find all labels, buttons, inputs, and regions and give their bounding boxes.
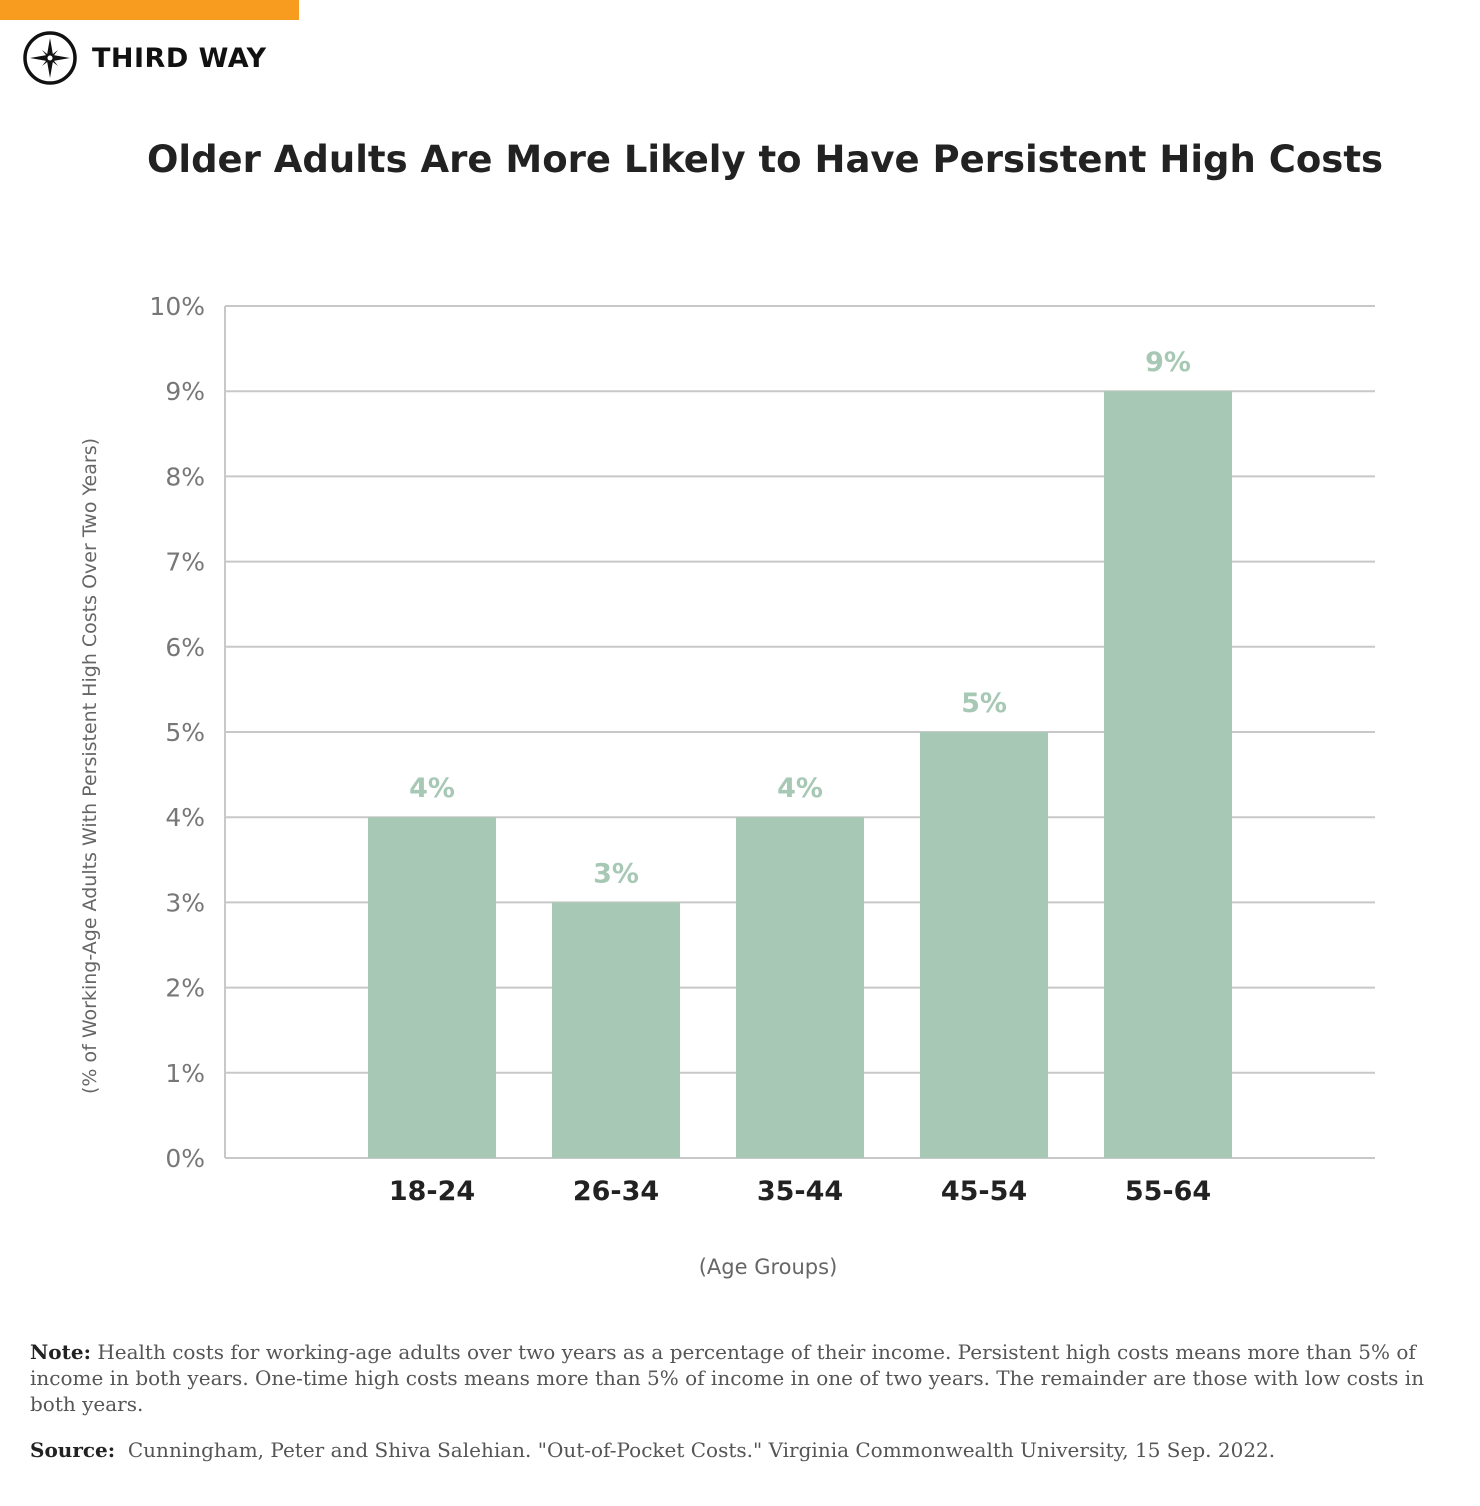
note: Note: Health costs for working-age adult… [30, 1339, 1430, 1417]
chart-title: Older Adults Are More Likely to Have Per… [146, 138, 1384, 181]
bar-chart: 0% 1% 2% 3% 4% 5% 6% 7% 8% 9% 10% 4% 18-24 3% 26-34 4% 3… [79, 292, 1375, 1279]
x-tick-label: 45-54 [941, 1176, 1027, 1207]
y-tick-label: 6% [165, 633, 205, 662]
logo-text: THIRD WAY [92, 42, 267, 74]
bar [736, 817, 864, 1158]
accent-bar [0, 0, 299, 20]
y-tick-label: 0% [165, 1144, 205, 1173]
y-axis-title: (% of Working-Age Adults With Persistent… [79, 438, 101, 1094]
data-label: 9% [1145, 347, 1191, 378]
note-text: Health costs for working-age adults over… [30, 1340, 1425, 1416]
x-tick-label: 26-34 [573, 1176, 659, 1207]
y-tick-label: 8% [165, 462, 205, 491]
y-tick-label: 5% [165, 718, 205, 747]
logo: THIRD WAY [22, 30, 267, 86]
bar [1104, 391, 1232, 1158]
x-tick-label: 55-64 [1125, 1176, 1211, 1207]
bar [920, 732, 1048, 1158]
compass-icon [23, 31, 77, 85]
y-tick-label: 3% [165, 888, 205, 917]
x-axis-title: (Age Groups) [699, 1255, 838, 1279]
y-tick-label: 2% [165, 974, 205, 1003]
bar [552, 902, 680, 1158]
y-tick-label: 9% [165, 377, 205, 406]
data-label: 5% [961, 688, 1007, 719]
data-label: 4% [777, 773, 823, 804]
y-tick-label: 10% [149, 292, 205, 321]
data-label: 3% [593, 858, 639, 889]
y-tick-label: 4% [165, 803, 205, 832]
bar [368, 817, 496, 1158]
y-tick-label: 1% [165, 1059, 205, 1088]
source: Source: Cunningham, Peter and Shiva Sale… [30, 1437, 1470, 1463]
source-text: Cunningham, Peter and Shiva Salehian. "O… [127, 1438, 1276, 1462]
source-label: Source: [30, 1438, 116, 1462]
note-label: Note: [30, 1340, 91, 1364]
x-tick-label: 18-24 [389, 1176, 475, 1207]
y-tick-label: 7% [165, 548, 205, 577]
x-tick-label: 35-44 [757, 1176, 843, 1207]
data-label: 4% [409, 773, 455, 804]
